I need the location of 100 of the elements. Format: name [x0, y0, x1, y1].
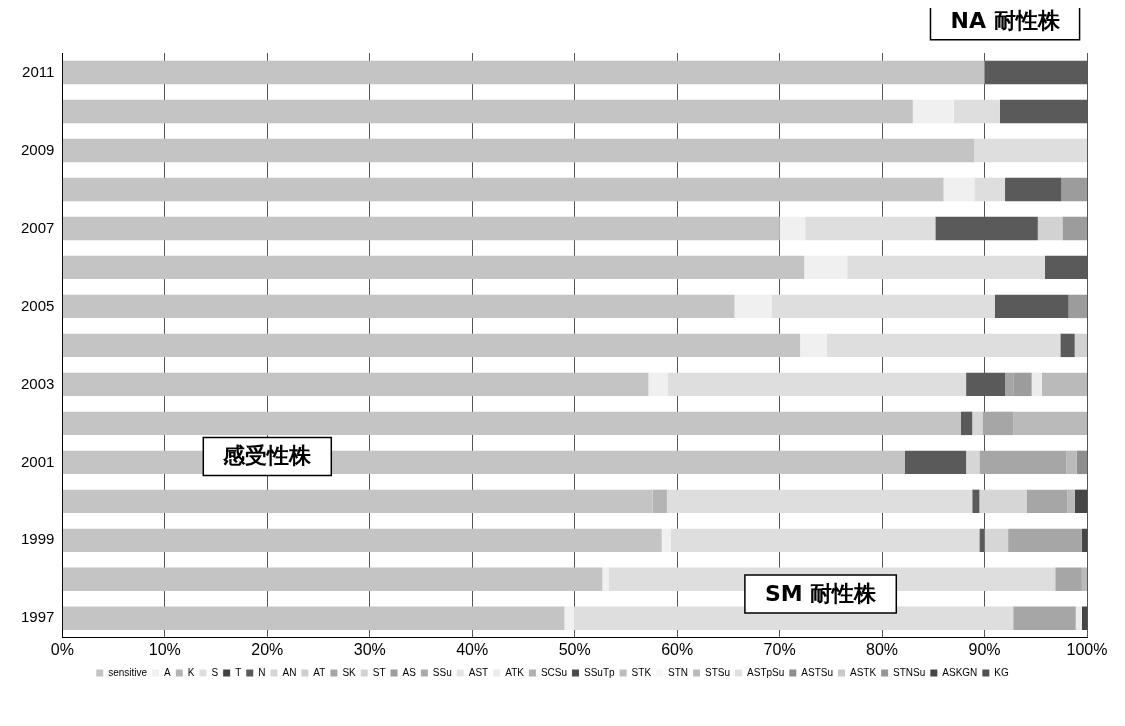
y-tick-label: 2009 [20, 140, 55, 158]
bar [771, 294, 995, 319]
y-tick-label: 2003 [20, 374, 55, 392]
legend-label: ASTK [849, 666, 877, 678]
bar [805, 216, 936, 241]
bar [972, 411, 983, 436]
bar [62, 606, 565, 630]
bar [904, 450, 967, 475]
legend-label: N [258, 666, 266, 678]
annotation: 感受性株 [222, 443, 313, 469]
bar [62, 411, 961, 436]
bar [974, 138, 1087, 163]
bar [62, 528, 662, 553]
bar [826, 333, 1061, 358]
legend-label: T [235, 666, 242, 678]
legend-label: ASTpSu [747, 666, 785, 678]
legend-label: SK [342, 666, 357, 678]
bar [62, 294, 735, 319]
legend-label: AST [468, 666, 489, 678]
bar [564, 606, 574, 630]
bar [62, 255, 805, 280]
legend-label: SCSu [540, 666, 568, 678]
y-tick-label: 2007 [20, 218, 55, 236]
bar [984, 528, 1009, 553]
bar [1067, 489, 1075, 514]
y-tick-label: 1997 [20, 608, 55, 626]
x-tick-label: 80% [866, 640, 899, 658]
annotation: SM 耐性株 [764, 580, 878, 606]
bar [1026, 489, 1068, 514]
y-tick-label: 2005 [20, 296, 55, 314]
bar [943, 177, 975, 202]
x-tick-label: 70% [763, 640, 796, 658]
bar [62, 489, 653, 514]
bar [667, 372, 967, 397]
bar [62, 372, 649, 397]
bar [1061, 177, 1087, 202]
bar [982, 411, 1014, 436]
bar [960, 411, 973, 436]
x-tick-label: 60% [661, 640, 694, 658]
x-tick-label: 100% [1066, 640, 1108, 658]
bar [734, 294, 772, 319]
bar [671, 528, 980, 553]
bar [804, 255, 848, 280]
bar [648, 372, 668, 397]
x-tick-label: 90% [968, 640, 1001, 658]
legend-label: ASKGN [942, 666, 978, 678]
legend-label: ASTSu [801, 666, 833, 678]
bar [1068, 294, 1087, 319]
bar [1076, 450, 1087, 475]
bar [1062, 216, 1087, 241]
bar [1013, 411, 1087, 436]
bar [966, 450, 980, 475]
bar [1066, 450, 1077, 475]
bar [972, 489, 980, 514]
legend-label: K [187, 666, 195, 678]
y-tick-label: 2011 [22, 62, 55, 80]
legend-label: STK [631, 666, 652, 678]
bar [62, 138, 975, 163]
bar [602, 567, 609, 592]
legend-label: SSu [432, 666, 452, 678]
bar [1075, 606, 1082, 630]
legend-label: STN [668, 666, 689, 678]
bar [1041, 372, 1087, 397]
legend-label: ST [372, 666, 386, 678]
legend-label: S [211, 666, 219, 678]
x-tick-label: 40% [456, 640, 489, 658]
bar [953, 99, 1000, 124]
legend-label: KG [994, 666, 1010, 678]
bar [994, 294, 1069, 319]
bar [974, 177, 1006, 202]
bar [62, 99, 913, 124]
bar [62, 333, 801, 358]
text: NA 耐性株 [950, 7, 1061, 33]
legend-label: sensitive [108, 666, 148, 678]
bar [661, 528, 671, 553]
bar [1081, 528, 1087, 553]
bar [979, 450, 1067, 475]
legend-label: SSuTp [584, 666, 616, 678]
bar [1074, 333, 1087, 358]
bar [62, 216, 780, 241]
legend-label: A [164, 666, 172, 678]
x-tick-label: 10% [148, 640, 181, 658]
x-tick-label: 0% [50, 640, 74, 658]
legend-label: AS [402, 666, 417, 678]
bar [62, 567, 603, 592]
x-tick-label: 50% [558, 640, 591, 658]
legend-label: AT [313, 666, 326, 678]
bar [1055, 567, 1082, 592]
bar [666, 489, 973, 514]
legend-label: AN [282, 666, 297, 678]
bar [800, 333, 827, 358]
bar [912, 99, 954, 124]
bar [1031, 372, 1042, 397]
bar [1037, 216, 1063, 241]
y-tick-label: 1999 [20, 530, 55, 548]
bar [1060, 333, 1075, 358]
legend-label: ATK [505, 666, 525, 678]
bar [1081, 567, 1087, 592]
legend-label: STSu [705, 666, 731, 678]
bar [1081, 606, 1087, 630]
